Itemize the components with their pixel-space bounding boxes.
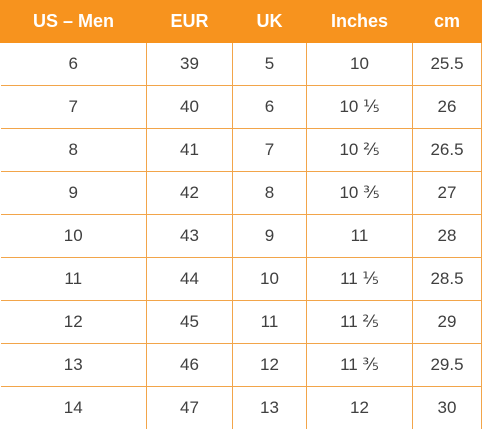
table-row: 12 45 11 11 ⅖ 29 [1,301,482,344]
cell-eur: 44 [147,258,233,301]
cell-uk: 10 [233,258,307,301]
table-row: 11 44 10 11 ⅕ 28.5 [1,258,482,301]
cell-cm: 25.5 [413,43,482,86]
header-inches: Inches [307,0,413,43]
table-row: 13 46 12 11 ⅗ 29.5 [1,344,482,387]
table-body: 6 39 5 10 25.5 7 40 6 10 ⅕ 26 8 41 7 10 … [1,43,482,429]
cell-inches: 10 ⅗ [307,172,413,215]
header-cm: cm [413,0,482,43]
cell-inches: 10 ⅖ [307,129,413,172]
cell-eur: 46 [147,344,233,387]
header-us-men: US – Men [1,0,147,43]
cell-cm: 28.5 [413,258,482,301]
table-header: US – Men EUR UK Inches cm [1,0,482,43]
cell-inches: 11 [307,215,413,258]
table-row: 6 39 5 10 25.5 [1,43,482,86]
cell-uk: 12 [233,344,307,387]
cell-us-men: 12 [1,301,147,344]
cell-uk: 9 [233,215,307,258]
table-row: 8 41 7 10 ⅖ 26.5 [1,129,482,172]
cell-eur: 43 [147,215,233,258]
cell-cm: 26.5 [413,129,482,172]
cell-eur: 40 [147,86,233,129]
cell-cm: 28 [413,215,482,258]
cell-us-men: 7 [1,86,147,129]
header-eur: EUR [147,0,233,43]
cell-inches: 10 ⅕ [307,86,413,129]
header-row: US – Men EUR UK Inches cm [1,0,482,43]
cell-uk: 8 [233,172,307,215]
table-row: 10 43 9 11 28 [1,215,482,258]
cell-cm: 26 [413,86,482,129]
cell-inches: 10 [307,43,413,86]
cell-us-men: 8 [1,129,147,172]
cell-uk: 6 [233,86,307,129]
cell-cm: 29.5 [413,344,482,387]
cell-us-men: 6 [1,43,147,86]
cell-eur: 39 [147,43,233,86]
cell-us-men: 13 [1,344,147,387]
cell-inches: 11 ⅗ [307,344,413,387]
cell-inches: 11 ⅕ [307,258,413,301]
cell-cm: 29 [413,301,482,344]
cell-uk: 5 [233,43,307,86]
cell-us-men: 9 [1,172,147,215]
cell-us-men: 10 [1,215,147,258]
header-uk: UK [233,0,307,43]
cell-uk: 11 [233,301,307,344]
cell-eur: 42 [147,172,233,215]
table-row: 9 42 8 10 ⅗ 27 [1,172,482,215]
cell-eur: 45 [147,301,233,344]
cell-uk: 7 [233,129,307,172]
cell-us-men: 11 [1,258,147,301]
cell-cm: 27 [413,172,482,215]
cell-inches: 11 ⅖ [307,301,413,344]
cell-eur: 41 [147,129,233,172]
table-row: 7 40 6 10 ⅕ 26 [1,86,482,129]
